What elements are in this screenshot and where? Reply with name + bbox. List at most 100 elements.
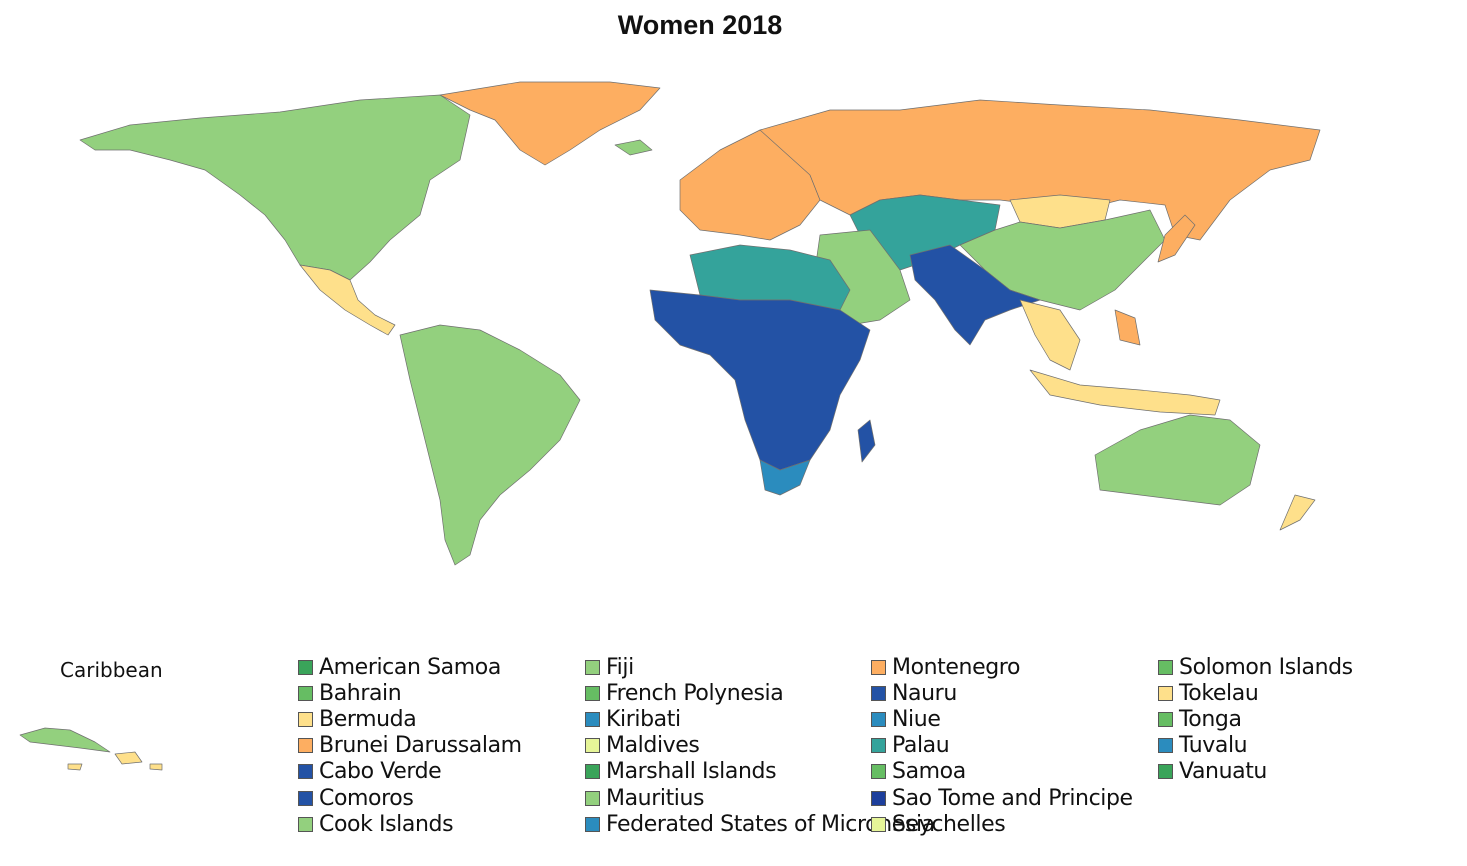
legend-label: Vanuatu: [1179, 759, 1267, 785]
region-sub-saharan-africa: [649, 289, 871, 471]
legend-label: Nauru: [892, 680, 957, 706]
legend-item: Nauru: [871, 680, 1133, 706]
legend-swatch: [1158, 738, 1173, 754]
legend-label: Fiji: [606, 654, 634, 680]
legend-label: Cook Islands: [319, 811, 454, 837]
world-map: [79, 81, 1321, 566]
inset-puerto-rico: [149, 763, 163, 771]
legend-item: French Polynesia: [585, 680, 935, 706]
legend-item: Palau: [871, 733, 1133, 759]
legend-label: Niue: [892, 706, 941, 732]
legend-label: Tonga: [1179, 706, 1242, 732]
legend-item: Marshall Islands: [585, 759, 935, 785]
region-new-zealand: [1279, 494, 1316, 531]
caribbean-inset-map: [19, 727, 163, 771]
region-iceland: [614, 139, 653, 156]
legend-swatch: [1158, 659, 1173, 675]
legend-label: French Polynesia: [606, 680, 784, 706]
legend-label: Sao Tome and Principe: [892, 785, 1133, 811]
legend-swatch: [585, 738, 600, 754]
legend-label: Mauritius: [606, 785, 705, 811]
legend-item: Tokelau: [1158, 680, 1353, 706]
legend-label: Marshall Islands: [606, 759, 777, 785]
region-south-asia: [909, 244, 1041, 346]
legend-swatch: [298, 764, 313, 780]
legend-item: Tonga: [1158, 706, 1353, 732]
legend-label: Comoros: [319, 785, 414, 811]
legend-item: Niue: [871, 706, 1133, 732]
legend-item: Mauritius: [585, 785, 935, 811]
region-australia: [1094, 414, 1261, 506]
legend-label: Palau: [892, 733, 950, 759]
legend-swatch: [298, 790, 313, 806]
legend-item: Cabo Verde: [298, 759, 522, 785]
legend-swatch: [871, 738, 886, 754]
legend-swatch: [298, 711, 313, 727]
legend-swatch: [298, 685, 313, 701]
map-title: Women 2018: [617, 10, 783, 40]
inset-jamaica: [67, 763, 83, 771]
legend-swatch: [585, 685, 600, 701]
legend-swatch: [871, 711, 886, 727]
legend-item: Seychelles: [871, 811, 1133, 837]
legend-item: Bahrain: [298, 680, 522, 706]
legend-item: Montenegro: [871, 654, 1133, 680]
region-mexico: [299, 264, 396, 336]
legend-swatch: [585, 816, 600, 832]
legend-label: Tuvalu: [1179, 733, 1248, 759]
region-japan: [1157, 214, 1196, 263]
region-south-america: [399, 324, 581, 566]
legend-item: Solomon Islands: [1158, 654, 1353, 680]
region-madagascar: [857, 419, 876, 463]
region-indonesia: [1029, 369, 1221, 416]
legend-swatch: [585, 790, 600, 806]
legend-label: Seychelles: [892, 811, 1006, 837]
legend-label: Montenegro: [892, 654, 1021, 680]
legend-swatch: [298, 816, 313, 832]
legend-swatch: [1158, 764, 1173, 780]
legend-swatch: [871, 816, 886, 832]
legend-swatch: [585, 711, 600, 727]
legend-swatch: [871, 790, 886, 806]
inset-hispaniola: [114, 751, 143, 765]
region-southern-africa: [759, 459, 811, 496]
legend-label: American Samoa: [319, 654, 501, 680]
legend-label: Solomon Islands: [1179, 654, 1353, 680]
legend-label: Kiribati: [606, 706, 681, 732]
legend-item: Maldives: [585, 733, 935, 759]
legend-label: Cabo Verde: [319, 759, 442, 785]
legend-item: Tuvalu: [1158, 733, 1353, 759]
legend-swatch: [298, 738, 313, 754]
legend-swatch: [871, 659, 886, 675]
inset-cuba: [19, 727, 111, 753]
caribbean-inset-label: Caribbean: [60, 658, 163, 682]
legend-label: Bermuda: [319, 706, 417, 732]
legend-item: Brunei Darussalam: [298, 733, 522, 759]
legend-swatch: [1158, 685, 1173, 701]
legend-item: Vanuatu: [1158, 759, 1353, 785]
region-philippines: [1114, 309, 1141, 346]
legend-label: Samoa: [892, 759, 966, 785]
legend-item: Bermuda: [298, 706, 522, 732]
legend-column: American Samoa Bahrain Bermuda Brunei Darus…: [298, 654, 522, 837]
legend-item: Samoa: [871, 759, 1133, 785]
region-north-america: [79, 94, 471, 281]
region-southeast-asia: [1019, 299, 1081, 371]
legend-swatch: [585, 764, 600, 780]
region-greenland: [439, 81, 661, 166]
legend-label: Bahrain: [319, 680, 402, 706]
legend-swatch: [871, 764, 886, 780]
legend-label: Brunei Darussalam: [319, 733, 522, 759]
legend-swatch: [1158, 711, 1173, 727]
legend-column: Montenegro Nauru Niue Palau Samoa Sao Tome an…: [871, 654, 1133, 837]
legend-column: Solomon Islands Tokelau Tonga Tuvalu Vanuatu: [1158, 654, 1353, 785]
region-europe: [679, 129, 821, 241]
legend-item: Kiribati: [585, 706, 935, 732]
legend-label: Tokelau: [1179, 680, 1259, 706]
legend-item: Comoros: [298, 785, 522, 811]
legend-swatch: [298, 659, 313, 675]
legend-item: American Samoa: [298, 654, 522, 680]
legend-item: Cook Islands: [298, 811, 522, 837]
legend-item: Fiji: [585, 654, 935, 680]
legend-item: Sao Tome and Principe: [871, 785, 1133, 811]
